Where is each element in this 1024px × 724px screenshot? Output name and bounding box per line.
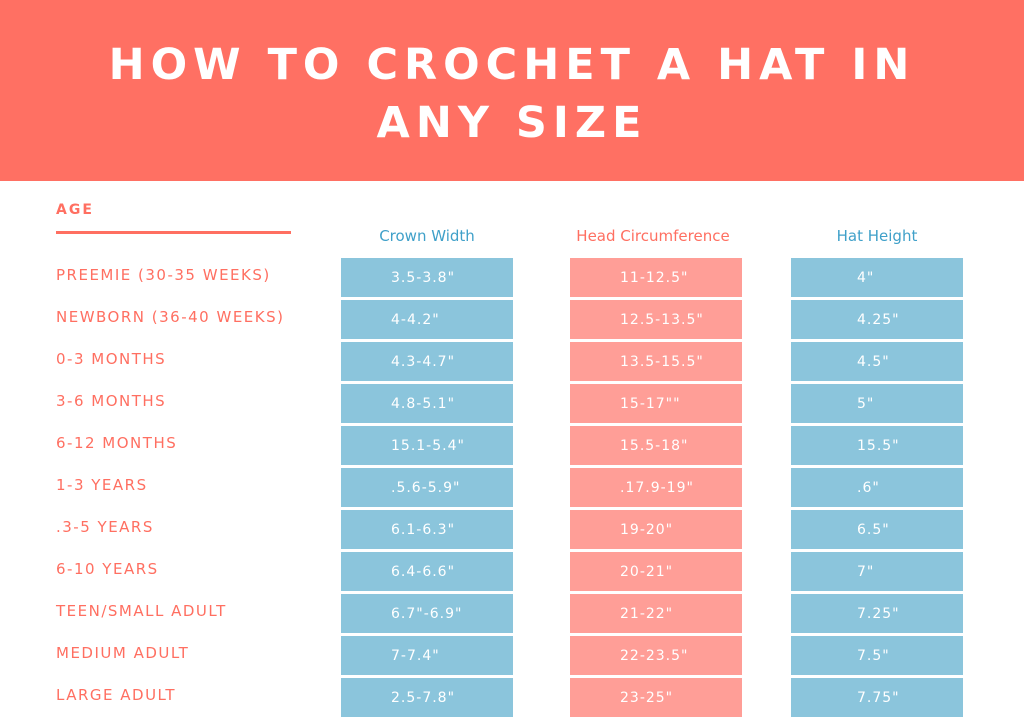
age-label: MEDIUM ADULT [56,644,190,662]
crown-width-cell: 6.7"-6.9" [341,594,513,633]
head-circumference-cell: 21-22" [570,594,742,633]
crown-width-cell: 15.1-5.4" [341,426,513,465]
hat-height-cell: 7.75" [791,678,963,717]
age-label: TEEN/SMALL ADULT [56,602,227,620]
hat-height-cell: 6.5" [791,510,963,549]
head-circumference-cell: 23-25" [570,678,742,717]
hat-height-cell: 5" [791,384,963,423]
head-circumference-cell: 15.5-18" [570,426,742,465]
head-circumference-cell: 19-20" [570,510,742,549]
hat-height-cell: 4.5" [791,342,963,381]
hat-height-cell: 15.5" [791,426,963,465]
crown-width-cell: 2.5-7.8" [341,678,513,717]
hat-height-cell: .6" [791,468,963,507]
head-circumference-cell: 13.5-15.5" [570,342,742,381]
hat-height-header: Hat Height [836,227,918,245]
head-circumference-cell: 20-21" [570,552,742,591]
age-label: .3-5 YEARS [56,518,154,536]
age-label: 0-3 MONTHS [56,350,167,368]
hat-height-cell: 7.25" [791,594,963,633]
hat-height-cell: 4" [791,258,963,297]
crown-width-cell: 3.5-3.8" [341,258,513,297]
age-header-underline [56,231,291,234]
age-label: 6-10 YEARS [56,560,159,578]
head-circumference-cell: 11-12.5" [570,258,742,297]
age-label: LARGE ADULT [56,686,176,704]
head-circumference-cell: .17.9-19" [570,468,742,507]
crown-width-cell: 4-4.2" [341,300,513,339]
title-banner: HOW TO CROCHET A HAT IN ANY SIZE [0,0,1024,181]
crown-width-cell: 6.4-6.6" [341,552,513,591]
crown-width-cell: 7-7.4" [341,636,513,675]
age-label: 6-12 MONTHS [56,434,178,452]
head-circumference-header: Head Circumference [576,227,730,245]
head-circumference-cell: 12.5-13.5" [570,300,742,339]
age-column-header: AGE [56,202,94,218]
age-label: 3-6 MONTHS [56,392,167,410]
crown-width-cell: 6.1-6.3" [341,510,513,549]
crown-width-cell: .5.6-5.9" [341,468,513,507]
crown-width-cell: 4.8-5.1" [341,384,513,423]
crown-width-cell: 4.3-4.7" [341,342,513,381]
hat-height-cell: 7" [791,552,963,591]
hat-height-cell: 4.25" [791,300,963,339]
page-title: HOW TO CROCHET A HAT IN ANY SIZE [108,39,916,148]
head-circumference-cell: 15-17"" [570,384,742,423]
head-circumference-cell: 22-23.5" [570,636,742,675]
age-label: PREEMIE (30-35 WEEKS) [56,266,271,284]
hat-height-cell: 7.5" [791,636,963,675]
age-label: NEWBORN (36-40 WEEKS) [56,308,285,326]
crown-width-header: Crown Width [379,227,475,245]
age-label: 1-3 YEARS [56,476,148,494]
